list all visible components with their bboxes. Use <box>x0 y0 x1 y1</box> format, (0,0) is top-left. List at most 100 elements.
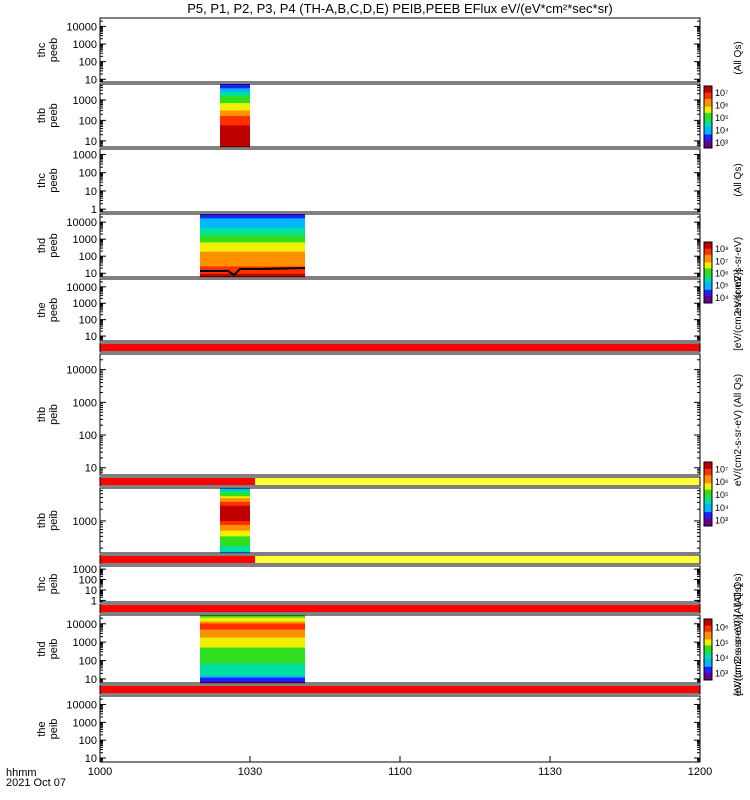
spectrogram-band <box>220 543 250 546</box>
spectrogram-band <box>220 489 250 493</box>
panel-label: thd <box>36 238 48 253</box>
spectrogram-band <box>200 254 305 258</box>
panel-3: 1 10 100 1000 thc peeb (All Qs) <box>36 148 744 216</box>
y-tick-label: 1000 <box>73 234 97 246</box>
colorbar-cell <box>704 296 712 299</box>
spectrogram-band <box>220 84 250 87</box>
panel-frame <box>99 614 701 684</box>
colorbar-tick-label: 10⁵ <box>715 113 729 123</box>
colorbar-cell <box>704 115 712 118</box>
y-tick-label: 10 <box>85 753 97 765</box>
colorbar-cell <box>704 146 712 149</box>
spectrogram-band <box>220 119 250 122</box>
panel-label: peeb <box>48 233 60 257</box>
panel-label: the <box>36 302 48 317</box>
spectrogram-band <box>220 132 250 135</box>
spectrogram-band <box>220 95 250 98</box>
y-tick-label: 10 <box>85 463 97 475</box>
colorbar-cell <box>704 248 712 251</box>
colorbar-cell <box>704 473 712 476</box>
y-tick-label: 1 <box>91 595 97 607</box>
colorbar-cell <box>704 490 712 493</box>
colorbar-cell <box>704 137 712 140</box>
x-tick-label: 1130 <box>538 766 562 778</box>
colorbar-cell <box>704 484 712 487</box>
colorbar-cell <box>704 99 712 102</box>
spectrogram-band <box>220 505 250 508</box>
spectrogram-band <box>220 102 250 105</box>
colorbar-cell <box>704 278 712 281</box>
colorbar-cell <box>704 675 712 678</box>
panel-label: peib <box>48 574 60 595</box>
colorbar-cell <box>704 252 712 255</box>
panel-8 <box>99 476 701 487</box>
colorbar-cell <box>704 298 712 301</box>
colorbar-cell <box>704 135 712 138</box>
colorbar-cell <box>704 640 712 643</box>
colorbar-cell <box>704 289 712 292</box>
flag-segment <box>255 556 700 563</box>
colorbar-label: (All Qs) <box>733 163 744 196</box>
colorbar-cell <box>704 676 712 679</box>
spectrogram-band <box>220 551 250 554</box>
spectrogram-band <box>200 221 305 224</box>
spectrogram-band <box>220 98 250 102</box>
y-tick-label: 100 <box>79 575 97 587</box>
colorbar-cell <box>704 90 712 93</box>
spectrogram-band <box>200 653 305 656</box>
spectrogram-band <box>200 256 305 260</box>
colorbar-cell <box>704 126 712 129</box>
colorbar-cell <box>704 506 712 509</box>
y-tick-label: 1000 <box>73 564 97 576</box>
flag-segment <box>100 344 700 351</box>
colorbar-label: eV/(cm2-s-sr-eV) <box>733 237 744 313</box>
spectrogram-band <box>200 625 305 628</box>
y-tick-label: 1000 <box>73 637 97 649</box>
y-tick-label: 10000 <box>66 700 97 712</box>
colorbar-cell <box>704 466 712 469</box>
colorbar-cell <box>704 619 712 622</box>
colorbar-cell <box>704 101 712 104</box>
colorbar-cell <box>704 92 712 95</box>
panel-label: peeb <box>48 103 60 127</box>
colorbar-cell <box>704 503 712 506</box>
spectrogram-band <box>200 621 305 624</box>
y-tick-label: 10000 <box>66 365 97 377</box>
spectrogram-band <box>200 675 305 678</box>
colorbar-cell <box>704 476 712 479</box>
spectrogram-band <box>220 522 250 525</box>
colorbar-cell <box>704 103 712 106</box>
spectrogram-band <box>220 109 250 113</box>
y-tick-label: 10 <box>85 136 97 148</box>
y-tick-label: 100 <box>79 735 97 747</box>
colorbar-cell <box>704 462 712 465</box>
spectrogram-band <box>200 225 305 228</box>
colorbar-cell <box>704 113 712 116</box>
colorbar-tick-label: 10⁴ <box>715 125 729 135</box>
spectrogram-band <box>220 488 250 491</box>
colorbar-cell <box>704 643 712 646</box>
spectrogram-band <box>220 516 250 520</box>
colorbar-cell <box>704 468 712 471</box>
y-tick-label: 10000 <box>66 21 97 33</box>
spectrogram-band <box>200 264 305 267</box>
panel-13: 10 100 1000 10000 thd peib 10³ 10⁴ 10⁵ 10⁶ eV/(cm2… <box>36 584 744 696</box>
colorbar-cell <box>704 494 712 497</box>
colorbar-cell <box>704 670 712 673</box>
y-tick-label: 1000 <box>73 717 97 729</box>
colorbar-cell <box>704 649 712 652</box>
panel-frame <box>99 695 701 763</box>
y-tick-label: 100 <box>79 115 97 127</box>
spectrogram-band <box>220 528 250 531</box>
y-tick-label: 10 <box>85 585 97 597</box>
colorbar-cell <box>704 521 712 524</box>
spectrogram-band <box>220 518 250 522</box>
spectrogram-band <box>200 252 305 256</box>
panel-label: thc <box>36 42 48 57</box>
colorbar-cell <box>704 657 712 660</box>
spectrogram-band <box>200 633 305 636</box>
spectrogram-band <box>200 223 305 226</box>
colorbar-cell <box>704 281 712 284</box>
